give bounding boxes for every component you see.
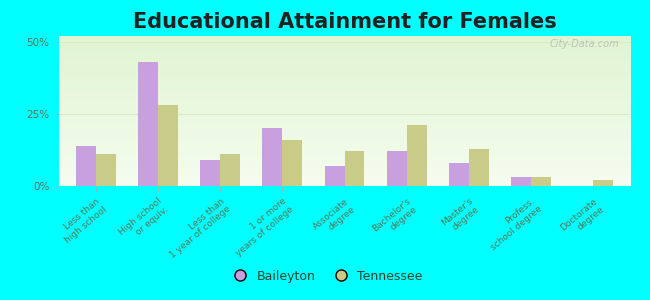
Bar — [324, 166, 345, 186]
Bar — [282, 140, 302, 186]
Bar — [138, 62, 158, 186]
Legend: Baileyton, Tennessee: Baileyton, Tennessee — [223, 265, 427, 288]
Bar — [387, 152, 407, 186]
Bar — [407, 125, 426, 186]
Bar — [511, 177, 531, 186]
Bar — [263, 128, 282, 186]
Bar — [158, 105, 178, 186]
Bar — [469, 148, 489, 186]
Bar — [344, 152, 365, 186]
Bar — [531, 177, 551, 186]
Bar — [449, 163, 469, 186]
Bar — [96, 154, 116, 186]
Bar — [200, 160, 220, 186]
Bar — [220, 154, 240, 186]
Bar — [593, 180, 613, 186]
Bar — [76, 146, 96, 186]
Title: Educational Attainment for Females: Educational Attainment for Females — [133, 12, 556, 32]
Text: City-Data.com: City-Data.com — [549, 39, 619, 49]
